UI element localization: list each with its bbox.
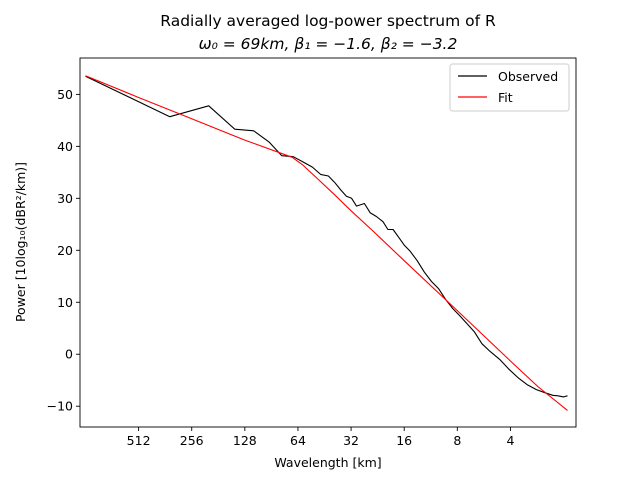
y-tick-label: 40 — [57, 139, 73, 154]
x-tick-label: 16 — [396, 433, 412, 448]
x-tick-label: 256 — [180, 433, 204, 448]
y-axis-label: Power [10log₁₀(dBR²/km)] — [13, 162, 28, 322]
y-axis: −10 0 10 20 30 40 50 — [47, 87, 80, 414]
x-tick-label: 32 — [343, 433, 359, 448]
y-tick-label: 30 — [57, 191, 73, 206]
x-axis: 512 256 128 64 32 16 8 4 — [127, 427, 514, 448]
series-line-observed — [85, 75, 568, 398]
y-tick-label: 0 — [65, 347, 73, 362]
y-tick-label: 50 — [57, 87, 73, 102]
series-layer — [85, 75, 568, 411]
x-tick-label: 128 — [233, 433, 257, 448]
y-tick-label: 10 — [57, 295, 73, 310]
plot-frame — [79, 57, 577, 428]
x-tick-label: 512 — [127, 433, 151, 448]
legend-label-observed: Observed — [498, 69, 558, 84]
x-tick-label: 8 — [453, 433, 461, 448]
y-tick-label: 20 — [57, 243, 73, 258]
x-tick-label: 64 — [290, 433, 306, 448]
x-axis-label: Wavelength [km] — [274, 455, 381, 470]
legend-label-fit: Fit — [498, 90, 513, 105]
legend: Observed Fit — [449, 63, 570, 112]
chart-title-line1: Radially averaged log-power spectrum of … — [160, 12, 496, 30]
x-tick-label: 4 — [506, 433, 514, 448]
series-line-fit — [85, 75, 568, 411]
y-tick-label: −10 — [47, 399, 73, 414]
chart-title-line2: ω₀ = 69km, β₁ = −1.6, β₂ = −3.2 — [199, 35, 458, 53]
